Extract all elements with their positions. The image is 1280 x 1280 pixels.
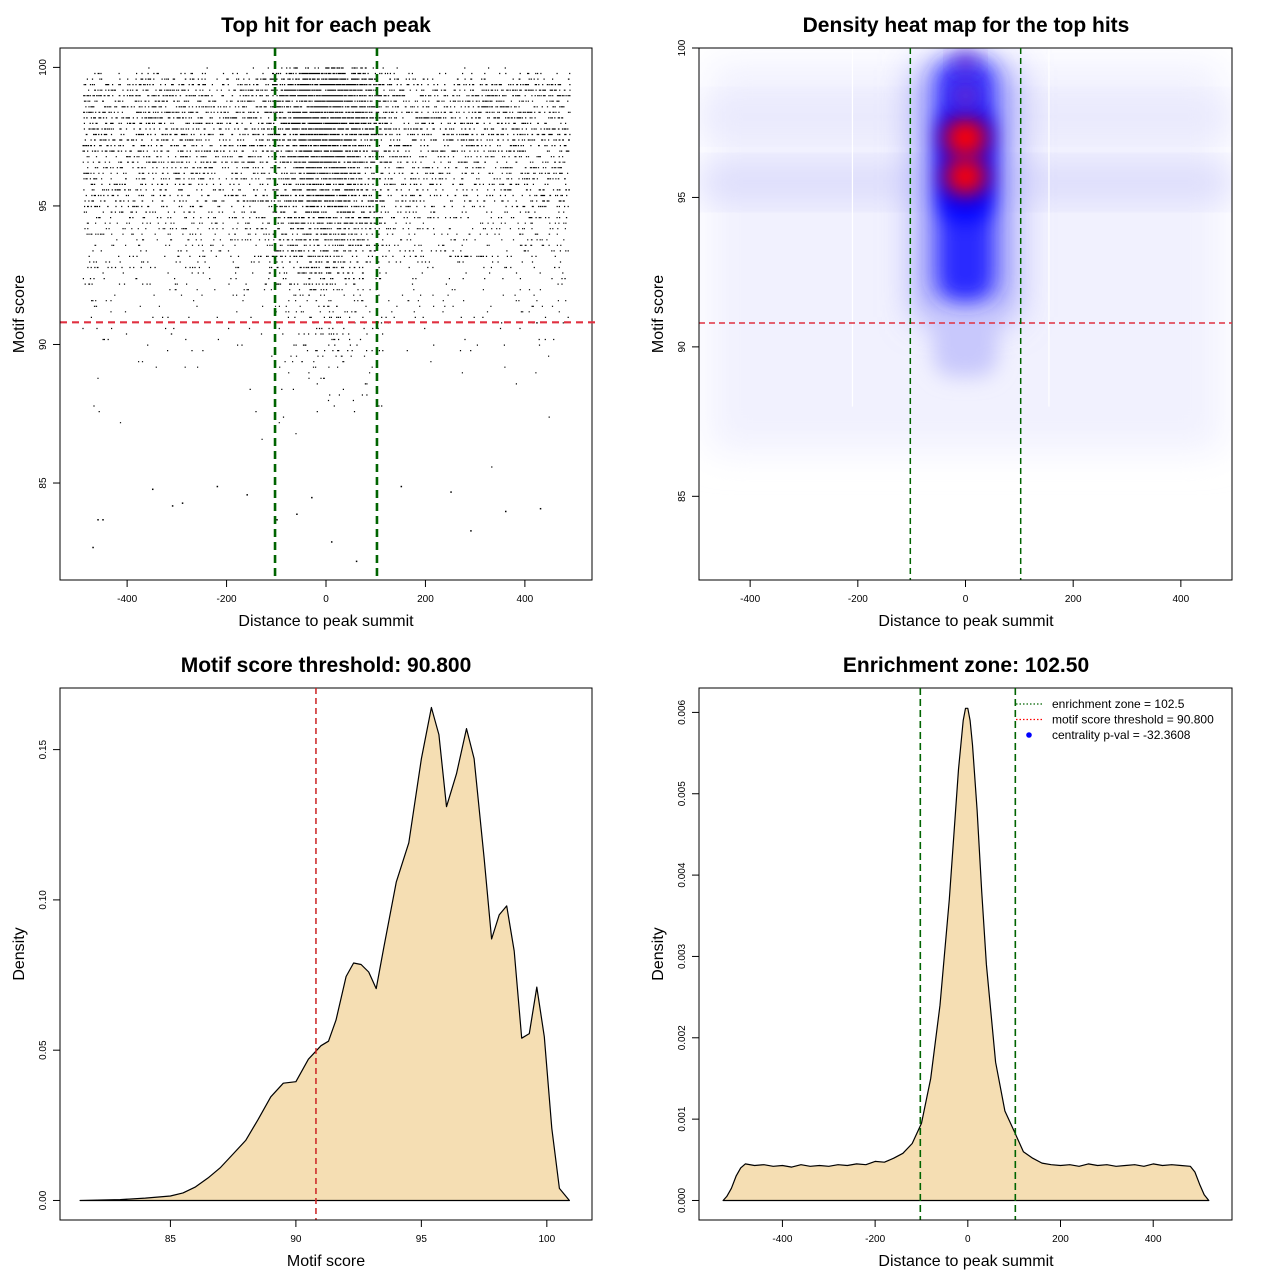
scatter-point — [355, 560, 358, 563]
chart-title: Enrichment zone: 102.50 — [843, 654, 1089, 677]
y-tick-label: 0.004 — [677, 862, 688, 887]
y-axis-label: Density — [650, 927, 667, 980]
y-tick-label: 0.00 — [38, 1190, 49, 1210]
x-axis-label: Motif score — [287, 1253, 365, 1270]
y-tick-label: 100 — [38, 59, 49, 76]
y-tick-label: 0.05 — [38, 1040, 49, 1060]
x-tick-label: 400 — [1173, 594, 1190, 605]
y-tick-label: 0.006 — [677, 699, 688, 724]
y-tick-label: 0.10 — [38, 890, 49, 910]
x-tick-label: 100 — [538, 1234, 555, 1245]
scatter-point — [470, 530, 472, 532]
x-tick-label: 400 — [1145, 1234, 1162, 1245]
y-tick-label: 0.002 — [677, 1025, 688, 1050]
x-tick-label: 200 — [1052, 1234, 1069, 1245]
panel-top-hit-scatter: Top hit for each peak Distance to peak su… — [11, 14, 597, 630]
scatter-point — [276, 519, 278, 521]
y-tick-label: 85 — [38, 477, 49, 489]
y-axis-label: Motif score — [650, 275, 667, 353]
x-tick-label: -400 — [772, 1234, 792, 1245]
x-axis-label: Distance to peak summit — [238, 613, 414, 630]
x-axis-label: Distance to peak summit — [878, 1253, 1054, 1270]
chart-title: Top hit for each peak — [221, 14, 431, 37]
y-tick-label: 90 — [38, 338, 49, 350]
x-tick-label: -200 — [865, 1234, 885, 1245]
scatter-point — [171, 505, 174, 507]
heatmap-hotspot — [943, 117, 988, 158]
scatter-point — [504, 510, 507, 513]
heatmap-hotspot — [944, 157, 987, 196]
y-tick-label: 100 — [677, 39, 688, 56]
x-tick-label: 200 — [417, 594, 434, 605]
scatter-point-cloud — [82, 67, 571, 468]
heatmap-hotspot — [954, 52, 977, 74]
legend-label: centrality p-val = -32.3608 — [1052, 728, 1191, 742]
y-axis-label: Motif score — [11, 275, 28, 353]
x-tick-label: -400 — [740, 594, 760, 605]
chart-title: Motif score threshold: 90.800 — [181, 654, 472, 677]
x-tick-label: 0 — [965, 1234, 971, 1245]
density-area — [79, 706, 570, 1202]
x-tick-label: 200 — [1065, 594, 1082, 605]
scatter-point — [181, 502, 184, 504]
y-tick-label: 0.005 — [677, 781, 688, 806]
legend-label: motif score threshold = 90.800 — [1052, 713, 1214, 727]
heatmap-cells — [699, 48, 1232, 580]
x-tick-label: 85 — [165, 1234, 177, 1245]
y-tick-label: 85 — [677, 490, 688, 502]
scatter-points — [82, 67, 571, 563]
y-tick-label: 90 — [677, 341, 688, 353]
x-tick-label: 0 — [323, 594, 329, 605]
legend-label: enrichment zone = 102.5 — [1052, 697, 1185, 711]
panel-enrichment-zone-density: Enrichment zone: 102.50 Distance to peak … — [650, 654, 1233, 1270]
scatter-point — [311, 496, 313, 499]
scatter-point — [92, 546, 94, 549]
scatter-point — [400, 485, 403, 488]
legend: enrichment zone = 102.5 motif score thres… — [1016, 697, 1214, 742]
scatter-point — [246, 494, 248, 496]
scatter-point — [296, 513, 298, 515]
y-tick-label: 0.000 — [677, 1188, 688, 1213]
scatter-point — [97, 519, 99, 521]
x-tick-label: 400 — [517, 594, 534, 605]
scatter-point — [151, 488, 154, 491]
scatter-point — [450, 491, 452, 493]
y-tick-label: 0.15 — [38, 739, 49, 759]
y-axis-label: Density — [11, 927, 28, 980]
panel-density-heatmap: Density heat map for the top hits Distanc… — [650, 14, 1233, 630]
chart-title: Density heat map for the top hits — [803, 14, 1130, 37]
x-axis-label: Distance to peak summit — [878, 613, 1054, 630]
x-tick-label: -200 — [848, 594, 868, 605]
scatter-point — [330, 541, 333, 543]
y-tick-label: 95 — [677, 191, 688, 203]
panel-motif-score-density: Motif score threshold: 90.800 Motif score… — [11, 654, 593, 1270]
x-tick-label: 90 — [290, 1234, 302, 1245]
legend-point-marker — [1026, 732, 1032, 738]
density-area — [722, 707, 1210, 1202]
x-tick-label: -400 — [117, 594, 137, 605]
y-tick-label: 0.003 — [677, 943, 688, 968]
x-tick-label: 95 — [416, 1234, 428, 1245]
heatmap-hotspot — [951, 83, 980, 109]
y-tick-label: 95 — [38, 200, 49, 212]
y-tick-label: 0.001 — [677, 1106, 688, 1131]
scatter-point — [539, 507, 542, 510]
plot-frame — [59, 47, 593, 581]
x-tick-label: 0 — [963, 594, 969, 605]
x-tick-label: -200 — [217, 594, 237, 605]
scatter-point — [102, 519, 104, 521]
scatter-point — [216, 485, 219, 488]
